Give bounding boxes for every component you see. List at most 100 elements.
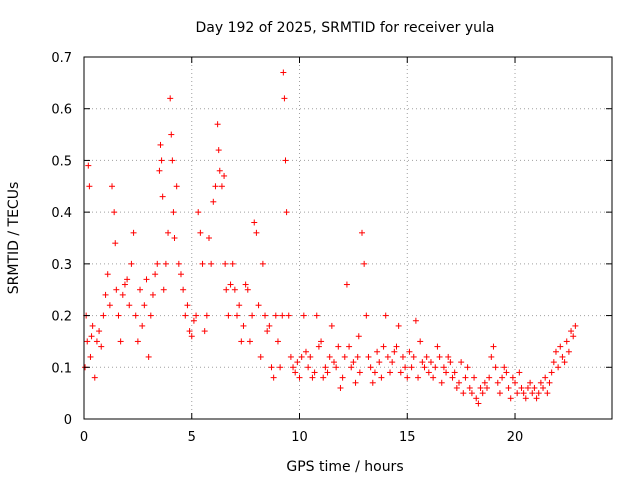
data-point	[315, 343, 322, 350]
x-tick-label: 0	[80, 430, 88, 445]
data-point	[87, 353, 94, 360]
data-point	[154, 260, 161, 267]
data-point	[193, 312, 200, 319]
data-point	[109, 183, 116, 190]
data-point	[462, 374, 469, 381]
data-point	[453, 384, 460, 391]
data-point	[223, 286, 230, 293]
data-point	[365, 353, 372, 360]
data-point	[218, 183, 225, 190]
data-point	[130, 229, 137, 236]
data-point	[102, 291, 109, 298]
data-point	[348, 364, 355, 371]
data-point	[147, 312, 154, 319]
data-point	[134, 338, 141, 345]
data-point	[557, 343, 564, 350]
data-point	[221, 172, 228, 179]
data-point	[152, 271, 159, 278]
data-point	[488, 353, 495, 360]
data-point	[98, 343, 105, 350]
data-point	[484, 384, 491, 391]
data-point	[214, 121, 221, 128]
data-point	[376, 359, 383, 366]
data-point	[282, 157, 289, 164]
data-point	[197, 229, 204, 236]
data-point	[203, 312, 210, 319]
data-point	[533, 395, 540, 402]
data-point	[412, 317, 419, 324]
data-point	[128, 260, 135, 267]
data-point	[415, 374, 422, 381]
data-point	[132, 312, 139, 319]
data-point	[514, 390, 521, 397]
data-point	[387, 369, 394, 376]
data-point	[481, 379, 488, 386]
data-point	[84, 338, 91, 345]
data-point	[460, 390, 467, 397]
grid-lines	[84, 57, 612, 419]
data-point	[421, 364, 428, 371]
data-point	[548, 369, 555, 376]
data-point	[432, 364, 439, 371]
data-point	[201, 328, 208, 335]
data-point	[182, 312, 189, 319]
data-point	[160, 286, 167, 293]
data-point	[300, 312, 307, 319]
data-point	[156, 167, 163, 174]
data-point	[471, 374, 478, 381]
data-point	[126, 302, 133, 309]
data-point	[512, 379, 519, 386]
data-points	[82, 69, 579, 407]
data-point	[167, 95, 174, 102]
y-tick-label: 0.2	[51, 310, 72, 325]
data-point	[445, 353, 452, 360]
data-point	[326, 353, 333, 360]
data-point	[115, 312, 122, 319]
data-point	[93, 338, 100, 345]
data-point	[89, 322, 96, 329]
data-point	[501, 364, 508, 371]
data-point	[119, 291, 126, 298]
data-point	[440, 364, 447, 371]
data-point	[490, 343, 497, 350]
data-point	[158, 157, 165, 164]
data-point	[313, 312, 320, 319]
data-point	[272, 312, 279, 319]
data-point	[486, 374, 493, 381]
data-point	[529, 390, 536, 397]
data-point	[180, 286, 187, 293]
data-point	[143, 276, 150, 283]
data-point	[550, 359, 557, 366]
data-point	[177, 271, 184, 278]
data-point	[287, 353, 294, 360]
data-point	[112, 240, 119, 247]
data-point	[475, 400, 482, 407]
data-point	[352, 379, 359, 386]
data-point	[236, 302, 243, 309]
data-point	[339, 374, 346, 381]
x-axis-label: GPS time / hours	[286, 459, 403, 475]
data-point	[333, 364, 340, 371]
data-point	[520, 390, 527, 397]
data-point	[309, 374, 316, 381]
data-point	[544, 390, 551, 397]
data-point	[307, 353, 314, 360]
data-point	[188, 333, 195, 340]
data-point	[509, 374, 516, 381]
data-point	[335, 343, 342, 350]
data-point	[208, 260, 215, 267]
data-point	[559, 353, 566, 360]
data-point	[175, 260, 182, 267]
data-point	[159, 193, 166, 200]
data-point	[251, 219, 258, 226]
data-point	[535, 390, 542, 397]
data-point	[277, 364, 284, 371]
data-point	[561, 359, 568, 366]
data-point	[137, 286, 144, 293]
x-tick-label: 15	[399, 430, 416, 445]
axis-ticks: 0 0.1 0.2 0.3 0.4 0.5 0.6 0.7 0 5 10 15 20	[51, 51, 612, 445]
data-point	[96, 328, 103, 335]
data-point	[274, 338, 281, 345]
data-point	[227, 281, 234, 288]
data-point	[389, 359, 396, 366]
